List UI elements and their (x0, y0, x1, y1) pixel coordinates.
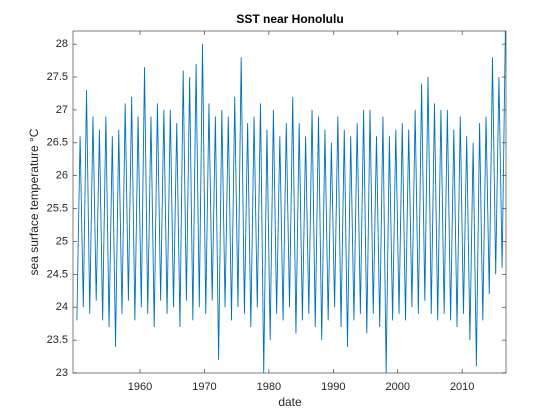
x-tick-label: 1970 (192, 381, 216, 393)
x-tick-label: 2000 (386, 381, 410, 393)
x-tick-label: 1990 (321, 381, 345, 393)
y-tick-label: 26 (56, 170, 68, 182)
x-tick-label: 2010 (450, 381, 474, 393)
y-tick-label: 27 (56, 104, 68, 116)
y-tick-label: 24 (56, 301, 68, 313)
plot-frame (72, 30, 507, 374)
y-axis-label: sea surface temperature °C (27, 128, 41, 275)
chart-title: SST near Honolulu (236, 12, 343, 26)
x-axis-label: date (278, 395, 302, 409)
x-tick-label: 1960 (128, 381, 152, 393)
y-tick-label: 26.5 (47, 137, 68, 149)
y-tick-label: 25 (56, 235, 68, 247)
y-tick-label: 25.5 (47, 202, 68, 214)
x-tick-label: 1980 (257, 381, 281, 393)
y-tick-label: 28 (56, 38, 68, 50)
y-tick-label: 24.5 (47, 268, 68, 280)
y-tick-label: 23 (56, 367, 68, 379)
y-tick-label: 23.5 (47, 334, 68, 346)
data-line (76, 31, 506, 373)
y-tick-label: 27.5 (47, 71, 68, 83)
